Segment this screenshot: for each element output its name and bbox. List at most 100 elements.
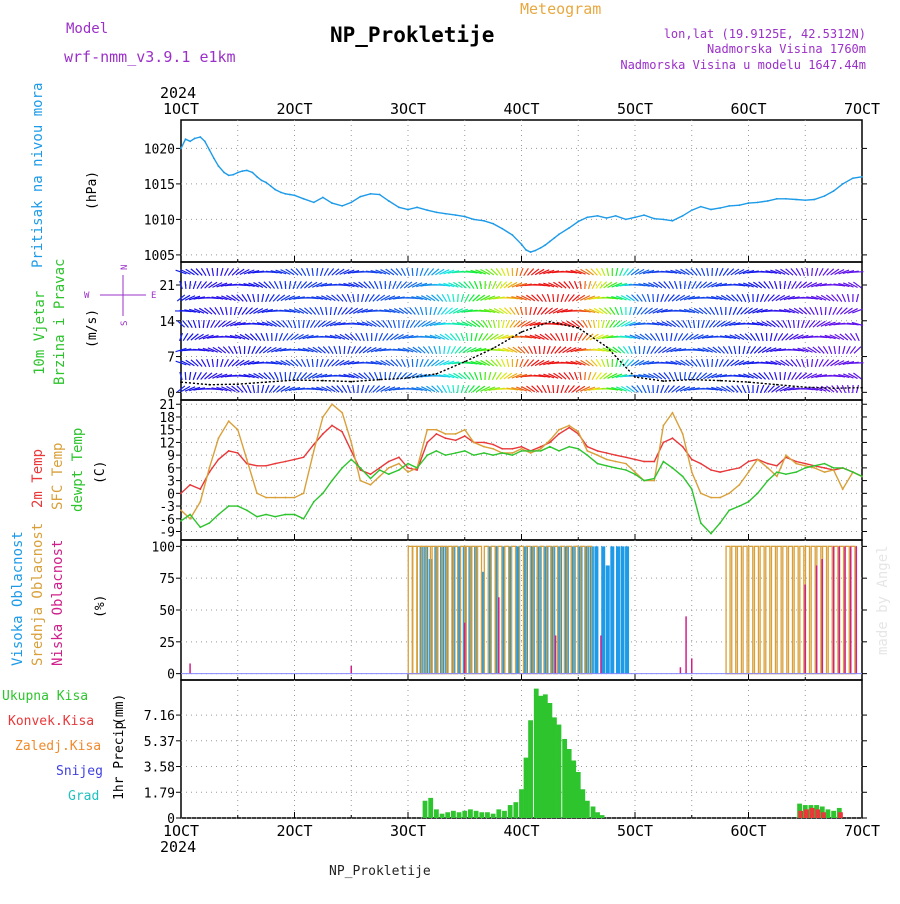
precip-ytick-label: 7.16 — [144, 709, 175, 724]
wind-barb — [380, 372, 382, 380]
wind-barb — [716, 359, 718, 367]
wind-barb — [571, 333, 572, 341]
cloud-bar-1 — [460, 546, 464, 673]
bottom-tick-label: 4OCT — [503, 822, 539, 840]
wind-barb — [589, 281, 591, 289]
pressure-series-0-point — [691, 209, 693, 211]
pressure-series-0-point — [554, 237, 556, 239]
wind-barb — [520, 307, 522, 315]
temperature-series-1-point — [795, 463, 797, 465]
temperature-series-2-point — [625, 469, 627, 471]
temperature-series-2-point — [464, 450, 466, 452]
wind-barb — [529, 346, 533, 354]
temperature-series-1-point — [228, 420, 230, 422]
temperature-series-2-point — [388, 473, 390, 475]
temperature-series-0-point — [643, 461, 645, 463]
cloud-bar-0 — [621, 546, 625, 673]
cloud-bar-1 — [448, 546, 452, 673]
wind-barb — [330, 307, 331, 315]
precip-bar-1 — [798, 811, 803, 818]
pressure-series-0-point — [199, 136, 201, 138]
precip-bar-0 — [524, 758, 529, 818]
precip-bar-1 — [815, 809, 820, 818]
temperature-series-1-point — [776, 475, 778, 477]
wind-barb — [606, 320, 610, 328]
wind-barb — [224, 359, 228, 367]
pressure-series-0-point — [252, 172, 254, 174]
clouds-ytick-label: 100 — [152, 540, 175, 555]
wind-barb — [320, 307, 323, 315]
precip-bar-0 — [580, 789, 585, 818]
pressure-series-0-point — [213, 157, 215, 159]
temperature-series-1-point — [757, 458, 759, 460]
temperature-series-1-point — [398, 463, 400, 465]
wind-barb — [426, 307, 427, 315]
wind-barb — [602, 359, 605, 367]
wind-barb — [657, 385, 658, 393]
cloud-bar-1 — [422, 546, 426, 673]
temperature-series-1-point — [833, 469, 835, 471]
temperature-series-1-point — [455, 433, 457, 435]
wind-barb — [403, 320, 404, 328]
cloud-bar-1 — [417, 546, 421, 673]
pressure-series-0-point — [804, 199, 806, 201]
wind-barb — [719, 268, 723, 276]
wind-barb — [326, 307, 327, 315]
top-tick-label: 7OCT — [844, 100, 880, 118]
wind-barb — [429, 346, 433, 353]
temperature-series-0-point — [682, 446, 684, 448]
temperature-series-0-point — [662, 442, 664, 444]
temperature-series-1-point — [331, 403, 333, 405]
wind-barb — [706, 320, 710, 328]
wind-barb — [453, 385, 454, 393]
temperature-series-2-point — [416, 467, 418, 469]
pressure-series-0-point — [824, 195, 826, 197]
wind-barb — [252, 346, 256, 354]
wind-barb — [220, 307, 223, 315]
wind-barb — [221, 359, 223, 367]
wind-barb — [375, 333, 377, 341]
temperature-series-1-point — [719, 497, 721, 499]
wind-barb — [802, 320, 805, 328]
temperature-series-1-point — [691, 471, 693, 473]
temperature-series-0-point — [237, 452, 239, 454]
wind-barb — [266, 333, 268, 341]
pressure-ytick-label: 1020 — [144, 142, 175, 157]
temperature-series-1-point — [597, 454, 599, 456]
legend-frozen-rain: Zaledj.Kisa — [15, 739, 101, 754]
temperature-series-0-point — [597, 450, 599, 452]
temperature-series-2-point — [521, 450, 523, 452]
precip-bar-0 — [502, 811, 507, 818]
precip-bar-0 — [508, 805, 513, 818]
temperature-series-2-point — [512, 454, 514, 456]
wind-barb — [742, 385, 745, 393]
temperature-series-1-point — [710, 497, 712, 499]
wind-barb — [212, 359, 213, 367]
wind-barb — [642, 385, 646, 393]
wind-barb — [833, 307, 837, 315]
top-tick-label: 6OCT — [730, 100, 766, 118]
precip-bar-0 — [562, 739, 567, 818]
precip-bar-0 — [826, 809, 831, 818]
wind-barb — [802, 359, 805, 367]
temperature-series-2-point — [350, 458, 352, 460]
temperature-series-2-point — [728, 509, 730, 511]
temperature-series-2-point — [246, 509, 248, 511]
wind-barb — [461, 333, 464, 341]
precip-bar-0 — [591, 807, 596, 819]
wind-barb — [544, 346, 545, 354]
temperature-series-2-point — [265, 514, 267, 516]
cloud-bar-1 — [788, 546, 792, 673]
wind-barb — [416, 359, 417, 367]
wind-barb — [190, 281, 191, 289]
wind-barb — [769, 281, 773, 289]
wind-barb — [615, 307, 619, 315]
wind-ytick-label: 14 — [159, 315, 175, 330]
wind-barb — [688, 320, 691, 328]
temperature-series-1-point — [407, 471, 409, 473]
temperature-series-1-point — [672, 412, 674, 414]
wind-barb — [379, 333, 383, 341]
pressure-series-0-point — [483, 220, 485, 222]
cloud-bar-2 — [680, 667, 682, 673]
wind-barb — [760, 385, 763, 393]
